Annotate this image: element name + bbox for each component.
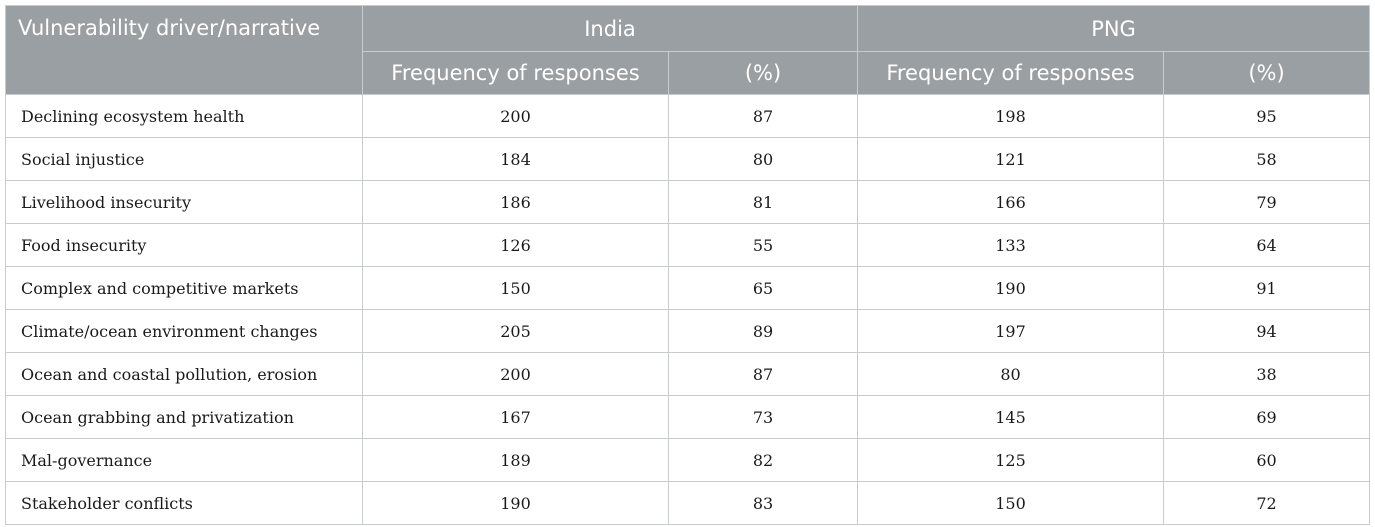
header-png-percent: (%) — [1163, 51, 1371, 95]
cell-png-percent: 72 — [1163, 481, 1371, 525]
cell-india-frequency: 126 — [362, 223, 669, 267]
cell-driver: Mal-governance — [5, 438, 363, 482]
table-row: Social injustice 184 80 121 58 — [5, 137, 1371, 181]
header-row-columns: Frequency of responses (%) Frequency of … — [6, 51, 1371, 95]
cell-india-frequency: 150 — [362, 266, 669, 310]
cell-india-frequency: 184 — [362, 137, 669, 181]
cell-png-percent: 91 — [1163, 266, 1371, 310]
cell-india-percent: 81 — [667, 180, 859, 224]
cell-driver: Ocean and coastal pollution, erosion — [5, 352, 363, 396]
cell-driver: Social injustice — [5, 137, 363, 181]
cell-png-frequency: 166 — [857, 180, 1165, 224]
cell-png-frequency: 198 — [857, 94, 1165, 138]
table-row: Stakeholder conflicts 190 83 150 72 — [5, 481, 1371, 525]
cell-png-percent: 79 — [1163, 180, 1371, 224]
cell-india-frequency: 186 — [362, 180, 669, 224]
table-row: Climate/ocean environment changes 205 89 19… — [5, 309, 1371, 353]
cell-png-percent: 38 — [1163, 352, 1371, 396]
cell-png-frequency: 125 — [857, 438, 1165, 482]
table-row: Mal-governance 189 82 125 60 — [5, 438, 1371, 482]
cell-png-percent: 58 — [1163, 137, 1371, 181]
header-group-india: India — [361, 5, 859, 52]
cell-png-frequency: 197 — [857, 309, 1165, 353]
cell-driver: Complex and competitive markets — [5, 266, 363, 310]
cell-png-percent: 95 — [1163, 94, 1371, 138]
cell-india-frequency: 200 — [362, 352, 669, 396]
cell-png-percent: 64 — [1163, 223, 1371, 267]
cell-png-percent: 94 — [1163, 309, 1371, 353]
cell-india-percent: 55 — [667, 223, 859, 267]
cell-india-percent: 89 — [667, 309, 859, 353]
table-row: Ocean and coastal pollution, erosion 200 8… — [5, 352, 1371, 396]
cell-driver: Climate/ocean environment changes — [5, 309, 363, 353]
cell-india-percent: 82 — [667, 438, 859, 482]
cell-india-percent: 73 — [667, 395, 859, 439]
table-row: Declining ecosystem health 200 87 198 95 — [5, 94, 1371, 138]
table-body: Declining ecosystem health 200 87 198 95 Soci… — [5, 94, 1371, 525]
header-india-percent: (%) — [667, 51, 859, 95]
cell-india-frequency: 205 — [362, 309, 669, 353]
cell-india-frequency: 190 — [362, 481, 669, 525]
cell-png-frequency: 133 — [857, 223, 1165, 267]
cell-india-percent: 87 — [667, 94, 859, 138]
cell-driver: Declining ecosystem health — [5, 94, 363, 138]
header-png-frequency: Frequency of responses — [857, 51, 1165, 95]
header-group-png: PNG — [857, 5, 1371, 52]
cell-png-frequency: 145 — [857, 395, 1165, 439]
cell-india-percent: 65 — [667, 266, 859, 310]
cell-png-percent: 60 — [1163, 438, 1371, 482]
cell-india-percent: 83 — [667, 481, 859, 525]
cell-driver: Livelihood insecurity — [5, 180, 363, 224]
table-header: Vulnerability driver/narrative India PNG… — [5, 5, 1371, 95]
table-row: Food insecurity 126 55 133 64 — [5, 223, 1371, 267]
header-driver: Vulnerability driver/narrative — [5, 5, 363, 95]
table-row: Ocean grabbing and privatization 167 73 145… — [5, 395, 1371, 439]
cell-png-frequency: 80 — [857, 352, 1165, 396]
cell-png-frequency: 190 — [857, 266, 1165, 310]
cell-png-percent: 69 — [1163, 395, 1371, 439]
cell-png-frequency: 150 — [857, 481, 1165, 525]
header-row-groups: Vulnerability driver/narrative India PNG — [5, 5, 1371, 95]
cell-india-frequency: 167 — [362, 395, 669, 439]
vulnerability-table: Vulnerability driver/narrative India PNG… — [5, 5, 1371, 525]
cell-driver: Stakeholder conflicts — [5, 481, 363, 525]
header-india-frequency: Frequency of responses — [362, 51, 669, 95]
cell-png-frequency: 121 — [857, 137, 1165, 181]
cell-driver: Ocean grabbing and privatization — [5, 395, 363, 439]
cell-india-frequency: 189 — [362, 438, 669, 482]
table-row: Livelihood insecurity 186 81 166 79 — [5, 180, 1371, 224]
cell-driver: Food insecurity — [5, 223, 363, 267]
cell-india-percent: 87 — [667, 352, 859, 396]
cell-india-frequency: 200 — [362, 94, 669, 138]
table-row: Complex and competitive markets 150 65 190 9… — [5, 266, 1371, 310]
cell-india-percent: 80 — [667, 137, 859, 181]
